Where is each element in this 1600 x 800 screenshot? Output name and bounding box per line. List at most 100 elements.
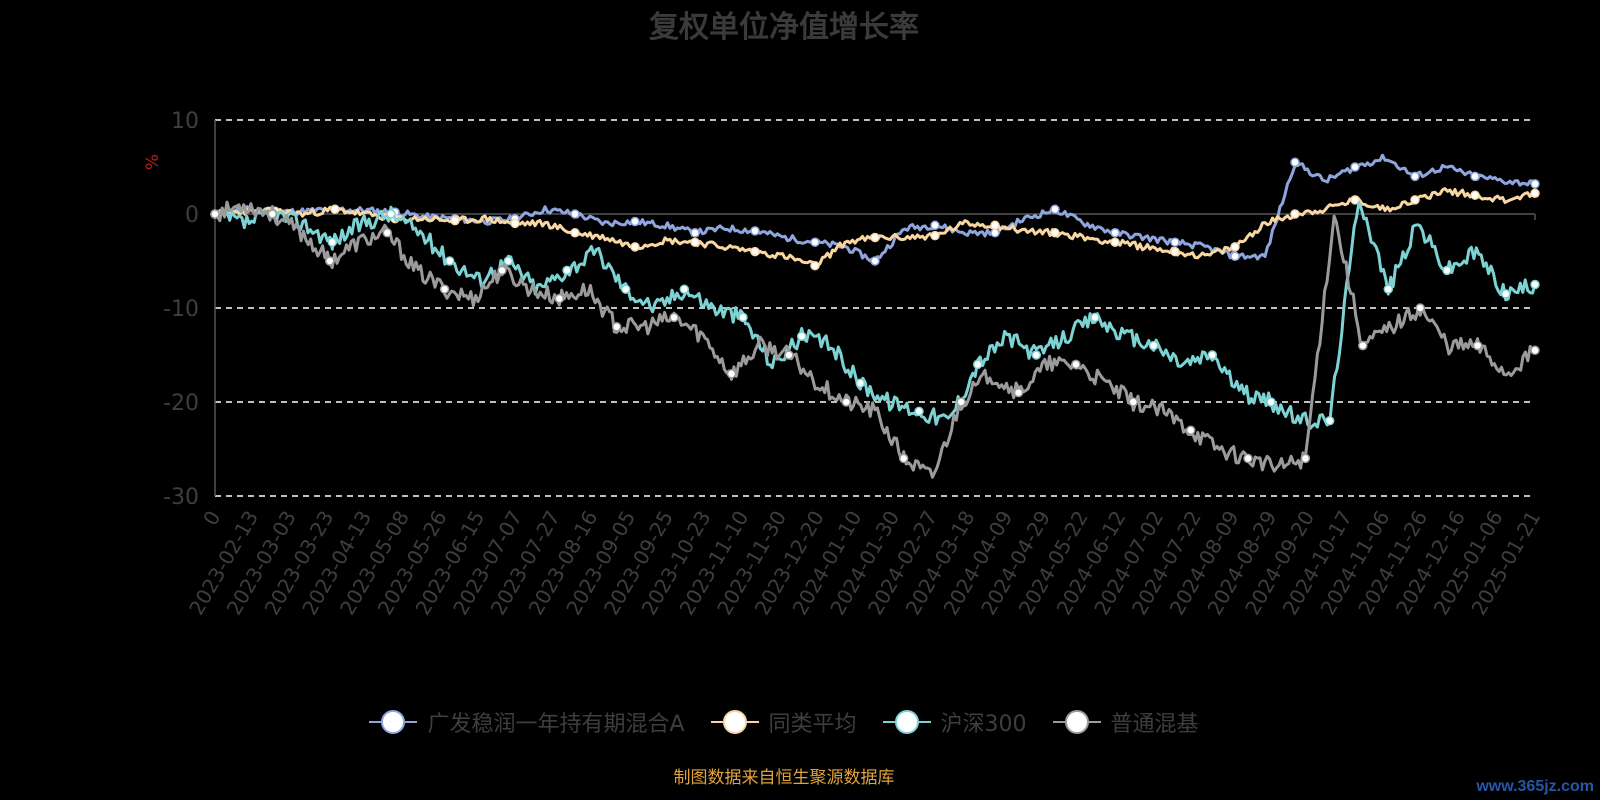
series-marker: [956, 397, 966, 407]
series-marker: [1266, 397, 1276, 407]
series-marker: [497, 265, 507, 276]
series-marker: [972, 359, 983, 370]
series-line: [213, 200, 1536, 479]
legend-item[interactable]: 沪深300: [882, 706, 1027, 738]
series-marker: [1500, 289, 1511, 299]
series-marker: [1530, 345, 1540, 356]
series-marker: [1110, 228, 1120, 238]
series-marker: [898, 453, 909, 464]
watermark: www.365jz.com: [1476, 778, 1594, 795]
series-marker: [810, 237, 820, 247]
legend-item[interactable]: 广发稳润一年持有期混合A: [369, 706, 685, 738]
series-marker: [679, 284, 690, 294]
series-marker: [750, 226, 760, 236]
series-marker: [1050, 228, 1060, 238]
legend-label: 普通混基: [1110, 712, 1199, 737]
series-marker: [810, 260, 820, 271]
series-marker: [611, 322, 622, 332]
series-marker: [784, 350, 794, 360]
series-marker: [1148, 340, 1159, 351]
legend: 广发稳润一年持有期混合A 同类平均 沪深300 普通混基: [0, 706, 1568, 738]
y-tick-label: 0: [185, 203, 199, 228]
series-marker: [327, 237, 338, 247]
series-marker: [620, 284, 631, 294]
series-marker: [1185, 425, 1196, 435]
series-marker: [1358, 340, 1368, 351]
series-marker: [1470, 171, 1480, 182]
series-marker: [1243, 453, 1253, 464]
legend-label: 同类平均: [768, 712, 857, 737]
series-marker: [738, 312, 748, 323]
series-marker: [1383, 284, 1394, 294]
series-marker: [870, 232, 880, 243]
legend-label: 广发稳润一年持有期混合A: [427, 712, 685, 737]
series-marker: [750, 246, 760, 257]
series-marker: [210, 209, 220, 219]
series-marker: [1170, 237, 1180, 247]
series-marker: [930, 220, 940, 231]
series-marker: [726, 369, 737, 379]
series-marker: [450, 215, 460, 226]
series-marker: [1442, 265, 1452, 276]
series-marker: [630, 242, 640, 252]
series-marker: [1410, 195, 1420, 205]
legend-swatch: [882, 708, 931, 736]
series-marker: [382, 228, 392, 238]
y-tick-label: -20: [163, 391, 199, 416]
series-marker: [1013, 387, 1024, 398]
series-marker: [267, 209, 278, 219]
series-marker: [1050, 204, 1060, 215]
series-marker: [570, 228, 580, 238]
series-line: [213, 200, 1537, 430]
series-marker: [1071, 359, 1081, 370]
series-line: [214, 153, 1537, 263]
series-marker: [503, 256, 514, 266]
legend-item[interactable]: 普通混基: [1052, 706, 1199, 738]
legend-label: 沪深300: [940, 712, 1027, 737]
series-marker: [1290, 209, 1300, 219]
y-tick-label: -10: [163, 297, 199, 322]
series-marker: [1410, 171, 1420, 182]
series-marker: [325, 256, 335, 266]
series-marker: [990, 220, 1000, 231]
series-marker: [930, 230, 940, 241]
series-marker: [1207, 350, 1218, 360]
legend-swatch: [710, 708, 759, 736]
series-marker: [1530, 188, 1540, 199]
series-marker: [1290, 157, 1300, 168]
series-marker: [690, 237, 700, 247]
series-marker: [1530, 179, 1540, 189]
series-marker: [510, 218, 520, 229]
series-marker: [841, 397, 852, 407]
series-marker: [1472, 340, 1483, 351]
legend-swatch: [369, 708, 418, 736]
series-marker: [870, 256, 880, 266]
series-marker: [1170, 246, 1180, 257]
series-marker: [855, 378, 866, 388]
series-marker: [1110, 237, 1120, 247]
series-marker: [330, 204, 340, 215]
series-marker: [1350, 195, 1360, 205]
series-marker: [1090, 312, 1100, 323]
series-marker: [1415, 303, 1425, 313]
series-marker: [669, 312, 679, 323]
series-marker: [444, 256, 455, 266]
series-marker: [570, 209, 580, 219]
x-tick-label: 0: [198, 507, 225, 530]
source-note: 制图数据来自恒生聚源数据库: [673, 768, 895, 788]
legend-item[interactable]: 同类平均: [710, 706, 857, 738]
series-marker: [1300, 453, 1311, 464]
series-marker: [1031, 350, 1042, 360]
series-marker: [1470, 190, 1480, 200]
series-marker: [914, 406, 924, 417]
y-axis-label: %: [143, 154, 163, 170]
series-marker: [386, 209, 396, 219]
series-marker: [630, 216, 640, 227]
series-marker: [1128, 397, 1139, 407]
series-marker: [1230, 251, 1240, 262]
series-marker: [796, 331, 807, 341]
y-tick-label: 10: [171, 109, 199, 134]
series-marker: [1230, 242, 1240, 252]
series-marker: [562, 265, 572, 276]
